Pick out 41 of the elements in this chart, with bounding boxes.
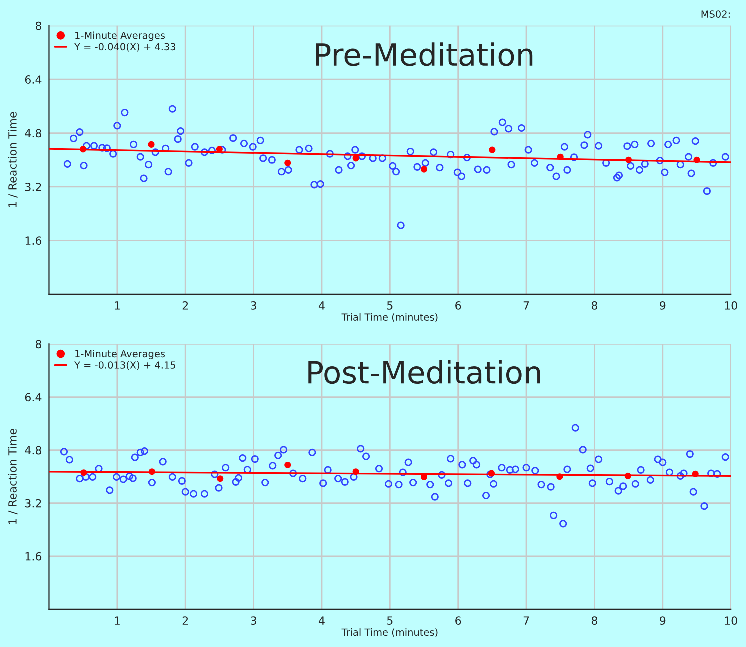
x-tick-label: 4 xyxy=(318,302,325,310)
y-tick-label: 3.2 xyxy=(25,499,42,508)
x-tick-label: 3 xyxy=(251,302,256,310)
x-tick-label: 8 xyxy=(592,302,598,310)
x-tick-label: 5 xyxy=(387,302,393,310)
x-tick-label: 1 xyxy=(115,616,120,625)
y-tick-label: 4.8 xyxy=(25,446,42,455)
x-tick-label: 9 xyxy=(660,616,666,626)
x-axis-title: Trial Time (minutes) xyxy=(342,313,438,322)
text: MS02: xyxy=(702,10,730,18)
x-tick-label: 9 xyxy=(660,302,666,310)
x-tick-label: 7 xyxy=(524,302,530,310)
legend-label: Y = -0.013(X) + 4.15 xyxy=(74,361,176,370)
x-axis-title: Trial Time (minutes) xyxy=(342,628,438,638)
x-tick-label: 2 xyxy=(182,302,188,310)
y-tick-label: 4.8 xyxy=(25,129,42,138)
legend-label: Y = -0.040(X) + 4.33 xyxy=(74,43,176,52)
y-tick-label: 1.6 xyxy=(26,236,42,246)
x-tick-label: 8 xyxy=(592,616,598,626)
y-tick-label: 8 xyxy=(36,340,42,349)
x-tick-label: 4 xyxy=(318,616,325,625)
chart-title: Post-Meditation xyxy=(308,360,540,384)
x-tick-label: 10 xyxy=(725,302,738,310)
x-tick-label: 6 xyxy=(456,302,462,310)
x-tick-label: 1 xyxy=(115,302,120,310)
y-tick-label: 1.6 xyxy=(26,552,42,561)
y-tick-label: 6.4 xyxy=(25,76,42,84)
y-tick-label: 3.2 xyxy=(25,182,42,192)
x-tick-label: 10 xyxy=(725,616,738,626)
x-tick-label: 2 xyxy=(182,616,188,625)
y-tick-label: 8 xyxy=(36,22,42,30)
legend-label: 1-Minute Averages xyxy=(76,350,166,360)
chart-title: Pre-Meditation xyxy=(316,42,533,66)
y-tick-label: 6.4 xyxy=(25,393,42,402)
x-tick-label: 3 xyxy=(251,616,256,626)
legend-label: 1-Minute Averages xyxy=(76,32,166,42)
y-axis-title: 1 / Reaction Time xyxy=(8,429,18,524)
x-tick-label: 6 xyxy=(456,616,462,626)
x-tick-label: 5 xyxy=(387,616,393,626)
x-tick-label: 7 xyxy=(524,616,530,625)
y-axis-title: 1 / Reaction Time xyxy=(8,112,18,208)
